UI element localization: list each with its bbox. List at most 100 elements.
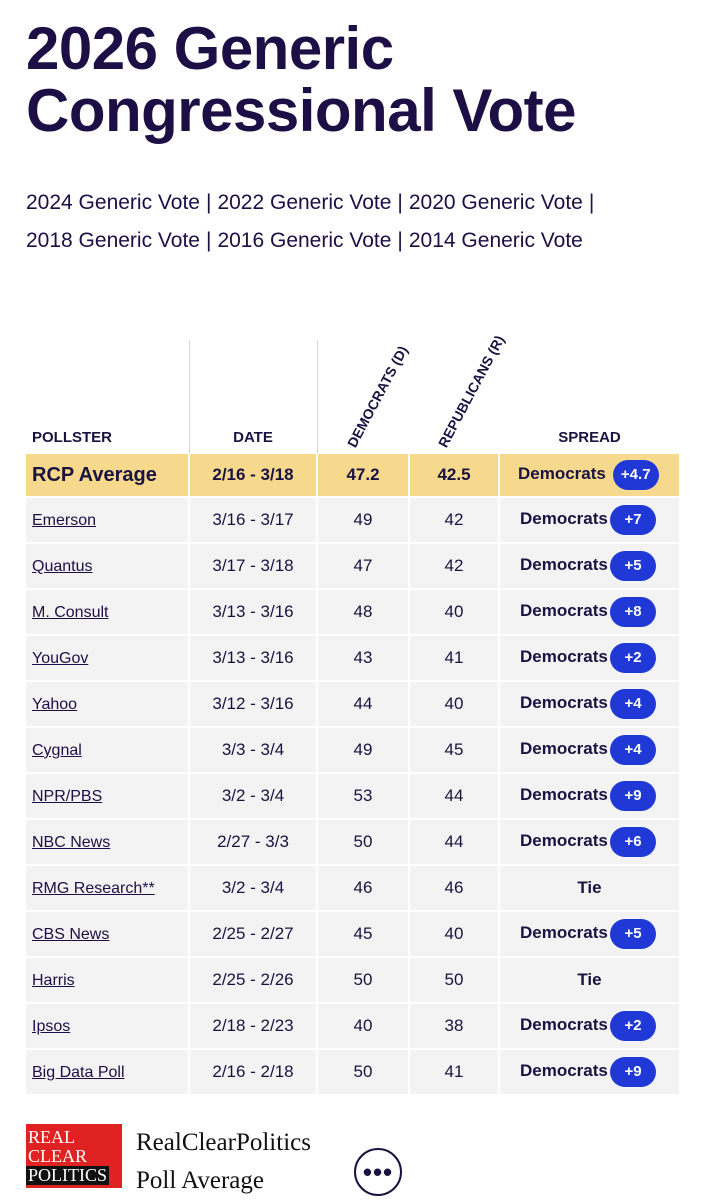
spread-party: Democrats [520, 1061, 608, 1081]
spread-party: Democrats [520, 1015, 608, 1035]
spread-badge: +2 [610, 1011, 656, 1041]
pollster-cell: Ipsos [26, 1003, 190, 1050]
poll-date: 3/2 - 3/4 [189, 865, 318, 912]
dem-value: 47.2 [317, 454, 410, 498]
rep-value: 44 [409, 773, 500, 820]
spread-badge: +2 [610, 643, 656, 673]
table-row: NBC News 2/27 - 3/3 50 44 Democrats +6 [26, 819, 681, 866]
spread-cell: Democrats +9 [499, 1049, 681, 1096]
dem-value: 50 [317, 819, 410, 866]
pollster-link[interactable]: Ipsos [32, 1018, 71, 1035]
rep-value: 42.5 [409, 454, 500, 498]
rcp-average-row: RCP Average 2/16 - 3/18 47.2 42.5 Democr… [26, 454, 681, 498]
poll-date: 2/25 - 2/26 [189, 957, 318, 1004]
pollster-cell: Quantus [26, 543, 190, 590]
polls-table: POLLSTER DATE DEMOCRATS (D) REPUBLICANS … [26, 332, 681, 1096]
header-date: DATE [188, 340, 318, 454]
spread-badge: +5 [610, 919, 656, 949]
pollster-link[interactable]: YouGov [32, 650, 89, 667]
pollster-cell: Cygnal [26, 727, 190, 774]
poll-date: 2/25 - 2/27 [189, 911, 318, 958]
link-2022-generic-vote[interactable]: 2022 Generic Vote [217, 191, 392, 214]
dem-value: 48 [317, 589, 410, 636]
pollster-link[interactable]: Big Data Poll [32, 1064, 125, 1081]
link-2020-generic-vote[interactable]: 2020 Generic Vote [408, 191, 583, 214]
spread-party: Democrats [520, 831, 608, 851]
page-title: 2026 Generic Congressional Vote [26, 15, 576, 144]
dem-value: 49 [317, 727, 410, 774]
pollster-link[interactable]: Emerson [32, 512, 97, 529]
header-democrats: DEMOCRATS (D) [343, 343, 411, 450]
table-row: CBS News 2/25 - 2/27 45 40 Democrats +5 [26, 911, 681, 958]
rep-value: 46 [409, 865, 500, 912]
rep-value: 42 [409, 497, 500, 544]
dem-value: 45 [317, 911, 410, 958]
header-spread: SPREAD [558, 429, 621, 446]
spread-cell: Democrats +8 [499, 589, 681, 636]
link-2014-generic-vote[interactable]: 2014 Generic Vote [408, 229, 583, 252]
more-icon: ••• [362, 1156, 394, 1187]
spread-party: Democrats [520, 509, 608, 529]
rep-value: 44 [409, 819, 500, 866]
table-row: Big Data Poll 2/16 - 2/18 50 41 Democrats +9 [26, 1049, 681, 1096]
spread-badge: +4 [610, 735, 656, 765]
polls-table-container: POLLSTER DATE DEMOCRATS (D) REPUBLICANS … [26, 332, 681, 1096]
table-row: YouGov 3/13 - 3/16 43 41 Democrats +2 [26, 635, 681, 682]
spread-badge: +4.7 [612, 460, 659, 490]
spread-party: Democrats [520, 601, 608, 621]
spread-badge: +4 [610, 689, 656, 719]
dem-value: 40 [317, 1003, 410, 1050]
pollster-cell: Big Data Poll [26, 1049, 190, 1096]
more-options-button[interactable]: ••• [354, 1148, 402, 1196]
poll-date: 2/27 - 3/3 [189, 819, 318, 866]
pollster-cell: NPR/PBS [26, 773, 190, 820]
poll-date: 2/16 - 3/18 [189, 454, 318, 498]
pollster-cell: YouGov [26, 635, 190, 682]
pollster-link[interactable]: RMG Research** [32, 880, 155, 897]
pollster-link[interactable]: NPR/PBS [32, 788, 103, 805]
rep-value: 40 [409, 911, 500, 958]
header-republicans: REPUBLICANS (R) [434, 332, 508, 450]
spread-party: Tie [577, 970, 602, 989]
related-links: 2024 Generic Vote | 2022 Generic Vote | 2020… [26, 191, 595, 252]
dem-value: 46 [317, 865, 410, 912]
pollster-link[interactable]: Cygnal [32, 742, 82, 759]
table-row: Quantus 3/17 - 3/18 47 42 Democrats +5 [26, 543, 681, 590]
rep-value: 40 [409, 681, 500, 728]
spread-party: Tie [577, 878, 602, 897]
rep-value: 38 [409, 1003, 500, 1050]
pollster-link[interactable]: Yahoo [32, 696, 78, 713]
link-2018-generic-vote[interactable]: 2018 Generic Vote [26, 229, 200, 252]
poll-date: 2/16 - 2/18 [189, 1049, 318, 1096]
poll-date: 3/3 - 3/4 [189, 727, 318, 774]
pollster-link[interactable]: Quantus [32, 558, 93, 575]
rep-value: 41 [409, 635, 500, 682]
table-row: M. Consult 3/13 - 3/16 48 40 Democrats +8 [26, 589, 681, 636]
rep-value: 40 [409, 589, 500, 636]
pollster-cell: Yahoo [26, 681, 190, 728]
pollster-link[interactable]: CBS News [32, 926, 110, 943]
table-row: RMG Research** 3/2 - 3/4 46 46 Tie [26, 865, 681, 912]
spread-badge: +6 [610, 827, 656, 857]
spread-badge: +9 [610, 1057, 656, 1087]
pollster-link[interactable]: Harris [32, 972, 75, 989]
link-2024-generic-vote[interactable]: 2024 Generic Vote [26, 191, 200, 214]
dem-value: 50 [317, 1049, 410, 1096]
rep-value: 50 [409, 957, 500, 1004]
pollster-link[interactable]: NBC News [32, 834, 111, 851]
poll-date: 3/17 - 3/18 [189, 543, 318, 590]
link-2016-generic-vote[interactable]: 2016 Generic Vote [217, 229, 392, 252]
spread-party: Democrats [518, 464, 606, 484]
pollster-name: RCP Average [26, 454, 190, 498]
table-header-row: POLLSTER DATE DEMOCRATS (D) REPUBLICANS … [26, 332, 680, 454]
brand-name: RealClearPolitics Poll Average [136, 1129, 311, 1194]
table-row: Emerson 3/16 - 3/17 49 42 Democrats +7 [26, 497, 681, 544]
pollster-link[interactable]: M. Consult [32, 604, 109, 621]
pollster-cell: M. Consult [26, 589, 190, 636]
table-row: NPR/PBS 3/2 - 3/4 53 44 Democrats +9 [26, 773, 681, 820]
spread-party: Democrats [520, 555, 608, 575]
rep-value: 42 [409, 543, 500, 590]
spread-badge: +7 [610, 505, 656, 535]
pollster-cell: RMG Research** [26, 865, 190, 912]
spread-badge: +8 [610, 597, 656, 627]
